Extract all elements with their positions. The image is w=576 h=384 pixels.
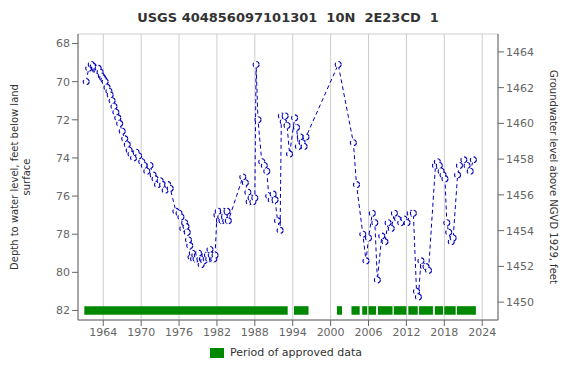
- svg-text:1964: 1964: [89, 326, 117, 339]
- html-text:Period of approved data: Period of approved data: [229, 346, 363, 359]
- svg-text:1970: 1970: [127, 326, 155, 339]
- svg-text:78: 78: [56, 228, 70, 241]
- svg-text:2024: 2024: [468, 326, 496, 339]
- svg-text:80: 80: [56, 266, 70, 279]
- svg-text:1464: 1464: [506, 46, 534, 59]
- svg-text:1456: 1456: [506, 189, 534, 202]
- svg-text:1982: 1982: [203, 326, 231, 339]
- svg-text:1976: 1976: [165, 326, 193, 339]
- svg-text:74: 74: [56, 152, 70, 165]
- svg-text:2006: 2006: [355, 326, 383, 339]
- svg-text:82: 82: [56, 304, 70, 317]
- svg-text:1454: 1454: [506, 225, 534, 238]
- svg-text:1462: 1462: [506, 82, 534, 95]
- svg-text:1458: 1458: [506, 153, 534, 166]
- svg-text:1988: 1988: [241, 326, 269, 339]
- svg-text:Groundwater level above NGVD 1: Groundwater level above NGVD 1929, feet: [548, 70, 559, 284]
- svg-text:68: 68: [56, 37, 70, 50]
- svg-text:72: 72: [56, 114, 70, 127]
- svg-text:2012: 2012: [392, 326, 420, 339]
- svg-text:2000: 2000: [317, 326, 345, 339]
- svg-text:1994: 1994: [279, 326, 307, 339]
- svg-text:Depth to water level, feet bel: Depth to water level, feet below landsur…: [9, 84, 32, 270]
- svg-text:76: 76: [56, 190, 70, 203]
- svg-text:1460: 1460: [506, 117, 534, 130]
- svg-text:1452: 1452: [506, 260, 534, 273]
- svg-text:2018: 2018: [430, 326, 458, 339]
- svg-text:1450: 1450: [506, 296, 534, 309]
- svg-text:70: 70: [56, 76, 70, 89]
- html-text:USGS 404856097101301 10N 2E23C: USGS 404856097101301 10N 2E23CD 1: [137, 10, 439, 25]
